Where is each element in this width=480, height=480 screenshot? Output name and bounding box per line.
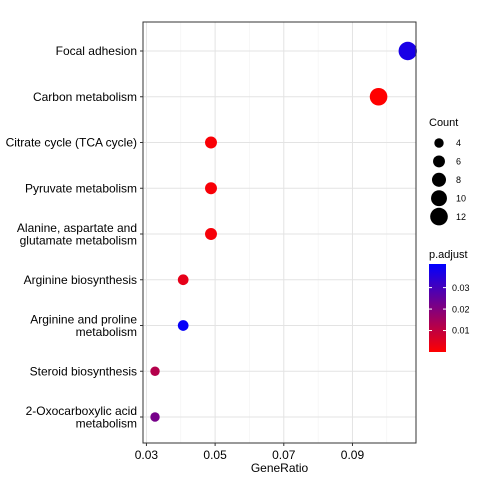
- size-legend-key: [431, 190, 447, 207]
- y-tick-label: Steroid biosynthesis: [30, 364, 137, 378]
- data-point: [205, 136, 217, 149]
- data-point: [150, 366, 160, 376]
- size-legend-key: [433, 155, 445, 168]
- y-tick-label: Arginine biosynthesis: [24, 273, 137, 287]
- y-tick-label: 2-Oxocarboxylic acid metabolism: [26, 404, 137, 431]
- size-legend-key: [431, 172, 447, 187]
- color-legend-label: 0.03: [452, 283, 470, 293]
- color-legend-label: 0.01: [452, 326, 470, 336]
- data-point: [150, 412, 160, 422]
- size-legend-label: 12: [456, 212, 466, 222]
- x-tick-label: 0.07: [272, 448, 296, 462]
- data-points: [150, 41, 417, 422]
- x-tick-label: 0.03: [135, 448, 159, 462]
- size-legend-label: 10: [456, 193, 466, 203]
- size-legend-title: Count: [429, 117, 458, 129]
- data-point: [177, 274, 189, 286]
- panel-border: [142, 21, 417, 444]
- x-tick-label: 0.09: [341, 448, 365, 462]
- x-axis: 0.03 0.05 0.07 0.09: [135, 443, 365, 462]
- size-legend-key: [434, 138, 444, 148]
- y-axis: Focal adhesion Carbon metabolism Citrate c…: [6, 44, 143, 430]
- legend: Count 4 6 8 10 12 p.adjust 0.03 0.02 0.01: [429, 117, 470, 352]
- color-legend-title: p.adjust: [429, 249, 468, 261]
- color-bar: [429, 264, 446, 352]
- data-point: [205, 228, 217, 240]
- data-point: [369, 87, 388, 106]
- y-tick-label: Alanine, aspartate and glutamate metaboli…: [17, 221, 137, 248]
- size-legend-label: 8: [456, 175, 461, 185]
- size-legend-label: 6: [456, 157, 461, 167]
- y-tick-label: Pyruvate metabolism: [25, 181, 137, 195]
- data-point: [398, 41, 417, 61]
- data-point: [205, 182, 217, 195]
- color-legend-label: 0.02: [452, 304, 470, 314]
- x-axis-title: GeneRatio: [251, 461, 309, 475]
- y-tick-label: Carbon metabolism: [33, 90, 137, 104]
- y-tick-label: Focal adhesion: [56, 44, 137, 58]
- plot-panel: [142, 21, 417, 444]
- y-tick-label: Citrate cycle (TCA cycle): [6, 136, 137, 150]
- y-tick-label: Arginine and proline metabolism: [30, 312, 137, 339]
- size-legend-label: 4: [456, 138, 461, 148]
- size-legend-key: [430, 207, 448, 226]
- data-point: [177, 320, 189, 331]
- x-tick-label: 0.05: [203, 448, 227, 462]
